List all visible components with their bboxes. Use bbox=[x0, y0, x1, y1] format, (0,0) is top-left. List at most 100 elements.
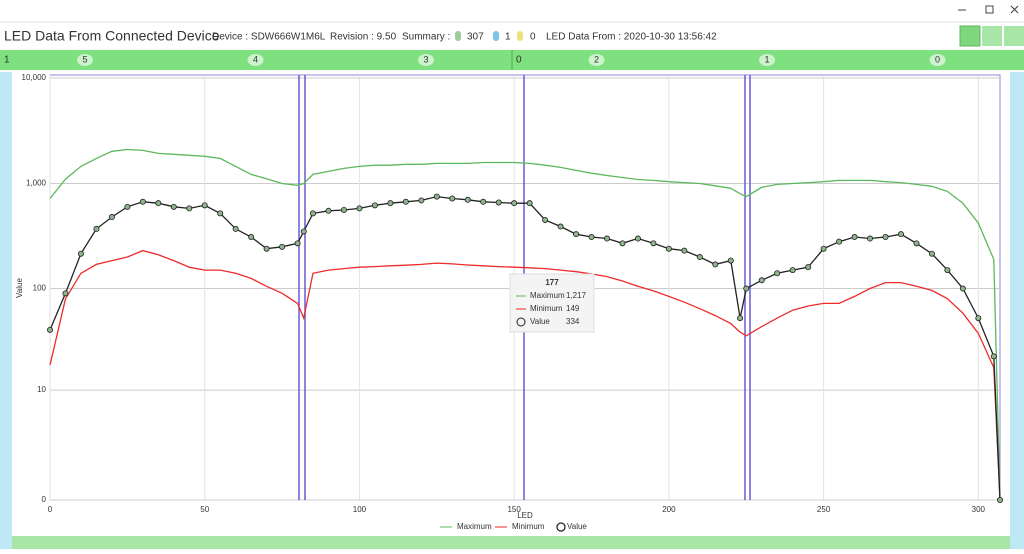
led-icon-green bbox=[455, 31, 461, 41]
data-point bbox=[789, 267, 796, 274]
data-point bbox=[681, 247, 688, 254]
segment-label: 2 bbox=[594, 54, 599, 64]
tooltip-value: 149 bbox=[566, 304, 580, 313]
toolbar-button[interactable] bbox=[1004, 26, 1024, 46]
tooltip-value: 334 bbox=[566, 317, 580, 326]
data-point bbox=[170, 203, 177, 210]
data-point bbox=[279, 243, 286, 250]
data-point bbox=[480, 198, 487, 205]
data-point bbox=[805, 264, 812, 271]
data-point bbox=[108, 214, 115, 221]
segment-label: 1 bbox=[764, 54, 769, 64]
segment-badge bbox=[77, 54, 93, 66]
tooltip-swatch bbox=[516, 317, 526, 327]
segment-badge bbox=[588, 54, 605, 66]
data-point bbox=[882, 234, 889, 241]
led-icon-blue bbox=[493, 31, 499, 41]
tooltip bbox=[509, 273, 595, 333]
segment-badge bbox=[418, 54, 434, 66]
data-point bbox=[263, 245, 270, 252]
data-point bbox=[542, 216, 549, 223]
left-strip bbox=[0, 72, 12, 549]
series-line bbox=[49, 148, 1001, 501]
legend-swatch bbox=[556, 522, 566, 532]
x-axis-label: LED bbox=[517, 511, 533, 520]
segment-badge bbox=[759, 54, 775, 66]
x-tick-label: 50 bbox=[200, 505, 209, 514]
data-point bbox=[325, 207, 332, 214]
data-point bbox=[997, 496, 1004, 503]
y-tick-label: 10 bbox=[37, 385, 46, 394]
data-point bbox=[928, 250, 935, 257]
data-point bbox=[526, 200, 533, 207]
data-point bbox=[634, 235, 641, 242]
data-point bbox=[511, 200, 518, 207]
data-point bbox=[62, 290, 69, 297]
data-point bbox=[820, 245, 827, 252]
bottom-strip bbox=[12, 536, 1010, 549]
data-point bbox=[232, 225, 239, 232]
data-point bbox=[851, 234, 858, 241]
toolbar-button[interactable] bbox=[982, 26, 1002, 46]
group-label: 1 bbox=[4, 55, 10, 66]
revision: Revision : 9.50 bbox=[330, 32, 397, 43]
data-point bbox=[495, 199, 502, 206]
data-point bbox=[449, 195, 456, 202]
data-point bbox=[990, 353, 997, 360]
x-tick-label: 300 bbox=[972, 505, 986, 514]
data-point bbox=[758, 277, 765, 284]
data-point bbox=[557, 223, 564, 230]
data-point bbox=[665, 245, 672, 252]
count: 1 bbox=[505, 32, 511, 43]
data-point bbox=[619, 240, 626, 247]
data-point bbox=[310, 210, 317, 217]
restore[interactable] bbox=[985, 5, 994, 14]
close[interactable] bbox=[1010, 5, 1019, 14]
toolbar-button[interactable] bbox=[959, 25, 981, 47]
tooltip-title: 177 bbox=[545, 278, 559, 287]
data-point bbox=[300, 228, 307, 235]
data-point bbox=[944, 267, 951, 274]
segment-badge bbox=[247, 54, 264, 66]
legend-label: Maximum bbox=[457, 522, 492, 531]
page-title: LED Data From Connected Device bbox=[4, 28, 220, 44]
y-tick-label: 0 bbox=[42, 495, 47, 504]
data-point bbox=[867, 235, 874, 242]
data-point bbox=[201, 202, 208, 209]
count: 307 bbox=[467, 32, 484, 43]
series-line bbox=[49, 249, 1001, 501]
data-point bbox=[433, 193, 440, 200]
data-point bbox=[418, 197, 425, 204]
x-tick-label: 200 bbox=[662, 505, 676, 514]
x-tick-label: 150 bbox=[507, 505, 521, 514]
window-controls bbox=[958, 5, 1019, 14]
data-point bbox=[727, 257, 734, 264]
y-tick-label: 10,000 bbox=[22, 73, 47, 82]
data-point bbox=[402, 198, 409, 205]
data-point bbox=[47, 326, 54, 333]
data-point bbox=[712, 261, 719, 268]
right-strip bbox=[1010, 72, 1024, 549]
segment-label: 5 bbox=[82, 54, 87, 64]
data-point bbox=[77, 250, 84, 257]
data-point bbox=[356, 205, 363, 212]
data-point bbox=[294, 240, 301, 247]
data-point bbox=[588, 234, 595, 241]
data-point bbox=[650, 240, 657, 247]
x-tick-label: 250 bbox=[817, 505, 831, 514]
data-point bbox=[913, 240, 920, 247]
segment-label: 3 bbox=[423, 54, 428, 64]
data-point bbox=[124, 203, 131, 210]
data-point bbox=[186, 205, 193, 212]
data-point bbox=[573, 231, 580, 238]
data-point bbox=[836, 238, 843, 245]
data-point bbox=[139, 198, 146, 205]
data-point bbox=[93, 225, 100, 232]
data-point bbox=[155, 200, 162, 207]
tooltip-name: Maximum bbox=[530, 291, 565, 300]
data-point bbox=[340, 206, 347, 213]
segment-label: 0 bbox=[935, 54, 940, 64]
segment-badge bbox=[929, 54, 946, 66]
x-tick-label: 0 bbox=[48, 505, 53, 514]
data-point bbox=[387, 200, 394, 207]
